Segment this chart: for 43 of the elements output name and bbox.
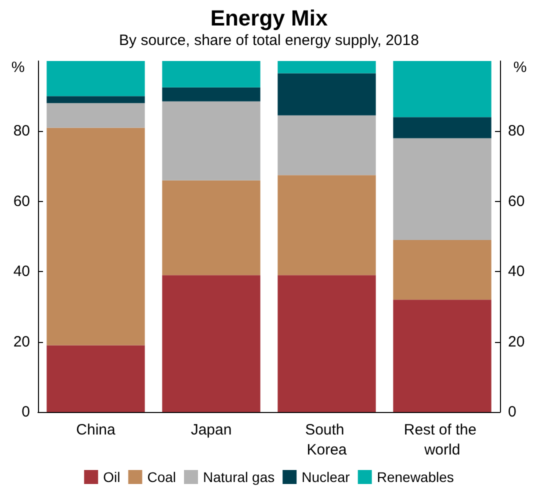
y-tick-label: 40 [13, 263, 30, 280]
bar [46, 103, 145, 128]
bar [278, 115, 376, 176]
bar [162, 180, 260, 276]
y-tick-label: 60 [13, 192, 30, 210]
y2-tick-label: 40 [508, 263, 525, 280]
bar [278, 175, 376, 276]
y-axis-title: % [11, 59, 25, 76]
legend-label: Nuclear [302, 469, 350, 485]
bar [162, 87, 260, 102]
x-tick-label: Rest of the world [404, 422, 481, 458]
y2-tick-label: 60 [508, 192, 525, 210]
bar [393, 240, 492, 300]
x-tick-label: Japan [190, 422, 232, 438]
y2-axis-title: % [513, 59, 527, 76]
chart-subtitle: By source, share of total energy supply, 2018 [119, 32, 419, 49]
y-tick-label: 20 [13, 333, 30, 350]
bar [393, 138, 492, 240]
bar [162, 101, 260, 180]
y2-tick-label: 0 [508, 404, 516, 420]
bar [46, 128, 145, 346]
y2-tick-label: 80 [508, 122, 525, 140]
bar [393, 300, 492, 412]
bar [393, 61, 492, 118]
x-tick-label: China [76, 422, 116, 438]
bar [162, 275, 260, 412]
legend-label: Natural gas [203, 469, 275, 485]
bar [393, 117, 492, 138]
bar [278, 73, 376, 116]
bar [46, 96, 145, 104]
bar [46, 345, 145, 412]
bar [46, 61, 145, 96]
chart-title: Energy Mix [210, 6, 328, 30]
legend-label: Coal [147, 469, 176, 485]
bar [162, 61, 260, 88]
y-tick-label: 0 [22, 404, 30, 420]
bar [278, 61, 376, 74]
x-tick-label: South Korea [305, 422, 348, 458]
y2-tick-label: 20 [508, 333, 525, 350]
bar [278, 275, 376, 412]
legend-label: Oil [103, 469, 120, 485]
y-tick-label: 80 [13, 122, 30, 140]
legend-label: Renewables [376, 469, 454, 485]
